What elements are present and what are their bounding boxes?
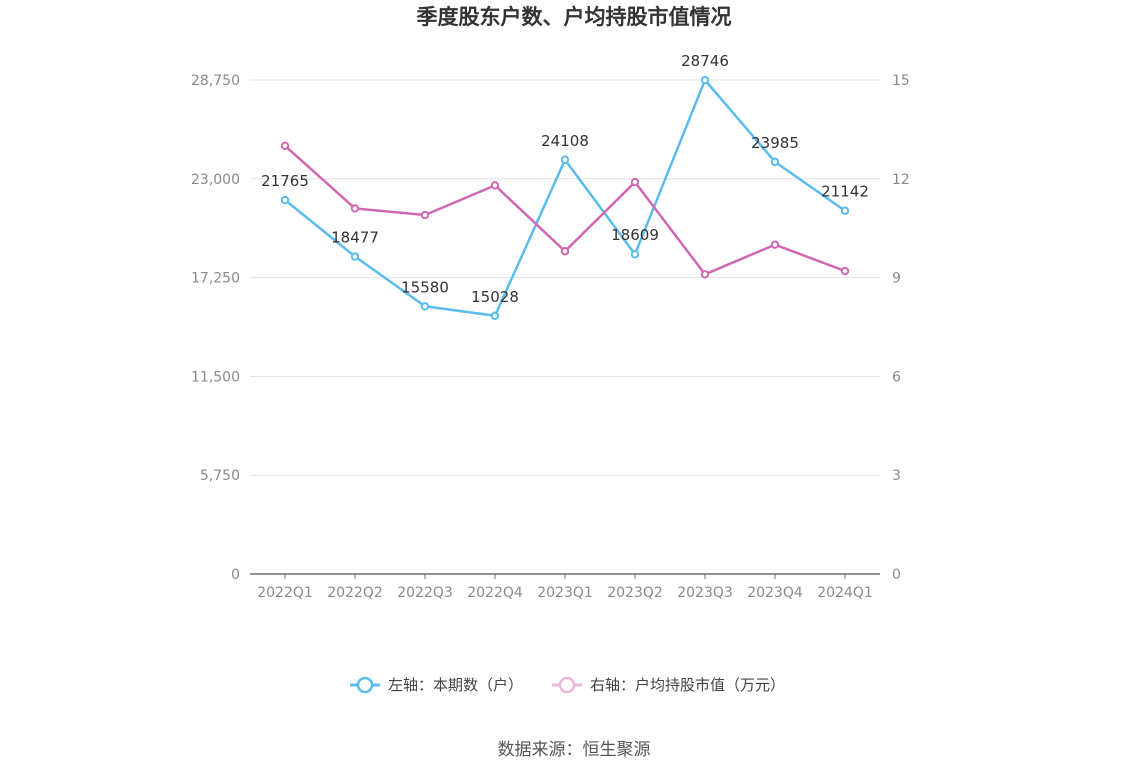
series-0-point[interactable] bbox=[700, 75, 710, 85]
right-axis-tick-label: 12 bbox=[892, 172, 910, 188]
data-label: 24108 bbox=[541, 132, 589, 150]
data-label: 23985 bbox=[751, 134, 799, 152]
right-axis-tick-label: 0 bbox=[892, 567, 901, 583]
series-0-point[interactable] bbox=[490, 311, 500, 320]
data-label: 28746 bbox=[681, 52, 729, 70]
data-label: 15580 bbox=[401, 278, 449, 296]
data-label: 21142 bbox=[821, 183, 869, 201]
series-0-point[interactable] bbox=[630, 250, 640, 259]
right-axis-tick-label: 3 bbox=[892, 468, 901, 484]
series-0-point[interactable] bbox=[420, 302, 430, 311]
legend-item-0[interactable]: 左轴：本期数（户） bbox=[350, 676, 523, 694]
left-axis-tick-label: 5,750 bbox=[200, 468, 240, 484]
legend-label: 左轴：本期数（户） bbox=[388, 676, 523, 694]
data-label: 18477 bbox=[331, 229, 379, 247]
x-axis-category-label: 2022Q2 bbox=[327, 585, 383, 601]
right-axis-tick-label: 9 bbox=[892, 271, 901, 287]
data-labels: 21765 18477 15580 15028 24108 18609 28746 23985… bbox=[261, 52, 869, 306]
x-axis-category-label: 2023Q3 bbox=[677, 585, 733, 601]
x-axis-category-label: 2022Q4 bbox=[467, 585, 523, 601]
series-1-point[interactable] bbox=[280, 141, 290, 151]
legend[interactable]: 左轴：本期数（户） 右轴：户均持股市值（万元） bbox=[350, 676, 785, 694]
data-label: 18609 bbox=[611, 226, 659, 244]
source-note: 数据来源：恒生聚源 bbox=[498, 740, 651, 760]
x-axis-category-label: 2022Q1 bbox=[257, 585, 313, 601]
series-1-point[interactable] bbox=[490, 181, 500, 190]
x-axis-category-label: 2023Q2 bbox=[607, 585, 663, 601]
right-axis-tick-label: 6 bbox=[892, 369, 901, 385]
grid-lines bbox=[250, 79, 880, 476]
series-1-point[interactable] bbox=[840, 266, 850, 276]
series-1-point[interactable] bbox=[420, 210, 430, 220]
x-axis-category-label: 2023Q4 bbox=[747, 585, 803, 601]
series-1-point[interactable] bbox=[770, 240, 780, 249]
series-line-0 bbox=[284, 78, 846, 318]
legend-circle-marker bbox=[558, 676, 576, 694]
legend-label: 右轴：户均持股市值（万元） bbox=[590, 676, 785, 694]
left-axis-tick-label: 0 bbox=[231, 567, 240, 583]
legend-item-1[interactable]: 右轴：户均持股市值（万元） bbox=[552, 676, 785, 694]
series-0-point[interactable] bbox=[350, 252, 360, 261]
left-axis-tick-label: 11,500 bbox=[191, 369, 240, 385]
data-label: 21765 bbox=[261, 172, 309, 190]
chart-title: 季度股东户数、户均持股市值情况 bbox=[417, 5, 732, 29]
data-label: 15028 bbox=[471, 288, 519, 306]
axes: 0 0 5,750 3 11,500 6 17,250 9 23,000 12 28,750 15 20… bbox=[191, 73, 910, 601]
legend-circle-marker bbox=[356, 676, 374, 694]
series-1-point[interactable] bbox=[350, 204, 360, 213]
series-0-point[interactable] bbox=[280, 195, 290, 205]
series-1-point[interactable] bbox=[700, 270, 710, 279]
right-axis-tick-label: 15 bbox=[892, 73, 910, 89]
x-axis-category-label: 2022Q3 bbox=[397, 585, 453, 601]
series-0-point[interactable] bbox=[840, 206, 850, 215]
left-axis-tick-label: 23,000 bbox=[191, 172, 240, 188]
series-layer bbox=[280, 75, 850, 320]
series-1-point[interactable] bbox=[630, 177, 640, 187]
x-axis-category-label: 2023Q1 bbox=[537, 585, 593, 601]
series-0-point[interactable] bbox=[770, 157, 780, 167]
left-axis-tick-label: 28,750 bbox=[191, 73, 240, 89]
series-1-point[interactable] bbox=[560, 247, 570, 256]
left-axis-tick-label: 17,250 bbox=[191, 271, 240, 287]
series-0-point[interactable] bbox=[560, 155, 570, 164]
x-axis-category-label: 2024Q1 bbox=[817, 585, 873, 601]
